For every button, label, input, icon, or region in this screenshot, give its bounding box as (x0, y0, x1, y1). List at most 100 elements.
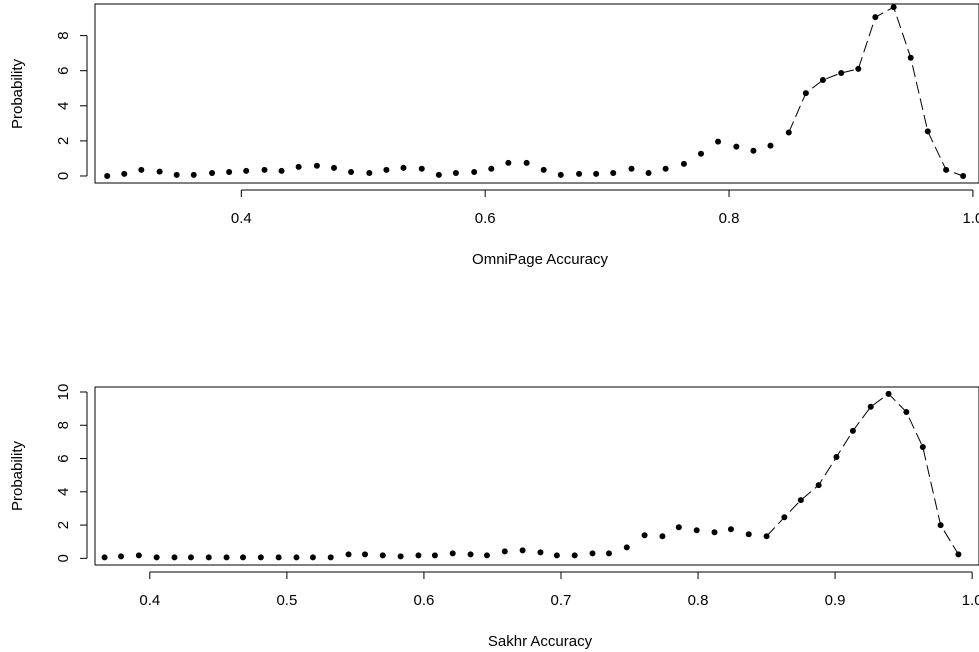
data-point (153, 554, 160, 561)
data-point (924, 128, 931, 135)
data-point (833, 454, 840, 461)
data-point (697, 150, 704, 157)
y-axis: 0 2 4 6 8 (55, 31, 88, 180)
data-point (240, 554, 247, 561)
data-point (471, 168, 478, 175)
data-point (750, 147, 757, 154)
y-axis-label: Probability (9, 58, 26, 129)
series-line (766, 393, 959, 555)
data-point (505, 159, 512, 166)
data-point (802, 90, 809, 97)
y-tick-label: 6 (55, 454, 72, 462)
data-point (275, 554, 282, 561)
plot-frame (94, 3, 979, 184)
data-point (156, 168, 163, 175)
data-point (659, 533, 666, 540)
data-point (662, 165, 669, 172)
data-point (680, 160, 687, 167)
data-point (313, 162, 320, 169)
data-point (397, 553, 404, 560)
data-point (190, 171, 197, 178)
x-tick-label: 0.9 (825, 592, 846, 609)
data-point (540, 166, 547, 173)
data-point (415, 552, 422, 559)
y-tick-label: 2 (55, 137, 72, 145)
data-point (418, 165, 425, 172)
data-point (278, 167, 285, 174)
data-point (345, 551, 352, 558)
data-point (257, 554, 264, 561)
data-point (467, 551, 474, 558)
omnipage-chart: 0.4 0.6 0.8 1.0 0 2 4 6 8 OmniPage Accuracy Pro… (9, 3, 979, 268)
data-point (327, 554, 334, 561)
x-tick-label: 0.6 (475, 210, 496, 227)
data-point (711, 529, 718, 536)
data-point (553, 552, 560, 559)
data-point (937, 522, 944, 529)
data-point (209, 169, 216, 176)
data-point (452, 169, 459, 176)
data-point (379, 552, 386, 559)
data-point (855, 65, 862, 72)
x-tick-label: 0.7 (551, 592, 572, 609)
y-tick-label: 2 (55, 521, 72, 529)
data-point (733, 143, 740, 150)
x-tick-label: 1.0 (962, 210, 979, 227)
data-point (501, 548, 508, 555)
y-axis-label: Probability (9, 440, 26, 511)
data-point (135, 552, 142, 559)
data-point (781, 514, 788, 521)
data-point (727, 526, 734, 533)
data-point (361, 551, 368, 558)
data-point (955, 551, 962, 558)
dashed-curve (788, 6, 964, 177)
sakhr-chart: 0.4 0.5 0.6 0.7 0.8 0.9 1.0 0 2 4 6 8 10 Sakhr Accu… (9, 384, 979, 650)
data-point (763, 533, 770, 540)
data-point (400, 164, 407, 171)
y-tick-label: 4 (55, 102, 72, 110)
data-point (593, 170, 600, 177)
x-axis-label: OmniPage Accuracy (472, 251, 608, 268)
data-point (819, 76, 826, 83)
data-point (693, 527, 700, 534)
data-point (366, 169, 373, 176)
data-point (488, 165, 495, 172)
data-point (785, 129, 792, 136)
data-point (745, 531, 752, 538)
x-tick-label: 0.8 (688, 592, 709, 609)
data-point (243, 167, 250, 174)
data-point (223, 554, 230, 561)
data-point (383, 166, 390, 173)
data-point (903, 408, 910, 415)
data-point (641, 532, 648, 539)
data-point (431, 552, 438, 559)
x-tick-label: 0.6 (414, 592, 435, 609)
data-point (907, 54, 914, 61)
data-point (519, 547, 526, 554)
data-point (675, 524, 682, 531)
data-point (449, 550, 456, 557)
data-point (557, 171, 564, 178)
data-point (101, 554, 108, 561)
data-point (919, 444, 926, 451)
data-point (943, 166, 950, 173)
data-point (261, 166, 268, 173)
x-tick-label: 0.5 (276, 592, 297, 609)
x-axis: 0.4 0.5 0.6 0.7 0.8 0.9 1.0 (139, 571, 979, 609)
data-point (885, 390, 892, 397)
data-points (101, 390, 962, 561)
data-point (330, 164, 337, 171)
plot-frame (94, 386, 979, 566)
y-axis: 0 2 4 6 8 10 (55, 384, 88, 563)
data-point (348, 168, 355, 175)
data-point (628, 165, 635, 172)
data-point (960, 172, 967, 179)
y-tick-label: 8 (55, 31, 72, 39)
data-point (610, 169, 617, 176)
x-tick-label: 0.8 (719, 210, 740, 227)
data-point (295, 163, 302, 170)
data-point (104, 172, 111, 179)
data-point (715, 138, 722, 145)
data-point (838, 69, 845, 76)
